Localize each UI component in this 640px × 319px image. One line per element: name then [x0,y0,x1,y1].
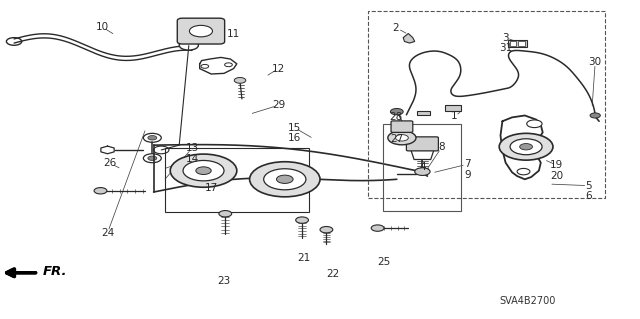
Circle shape [517,168,530,175]
Circle shape [179,41,198,50]
Text: 31: 31 [499,43,512,54]
Text: 22: 22 [326,269,339,279]
Circle shape [94,188,107,194]
Circle shape [250,162,320,197]
Text: 10: 10 [96,22,109,32]
Text: 25: 25 [378,256,390,267]
Text: 5: 5 [586,181,592,191]
Text: 24: 24 [101,228,114,238]
Text: 1: 1 [451,111,458,122]
FancyBboxPatch shape [391,121,413,132]
Circle shape [390,108,403,115]
Circle shape [170,154,237,187]
FancyBboxPatch shape [177,18,225,44]
Circle shape [499,133,553,160]
Text: 13: 13 [186,143,198,153]
Circle shape [143,154,161,163]
Bar [417,111,430,115]
Circle shape [415,168,430,175]
Circle shape [371,225,384,231]
Text: 20: 20 [550,171,563,181]
Text: 16: 16 [288,133,301,143]
Text: 8: 8 [438,142,445,152]
Bar [518,41,525,46]
Circle shape [590,113,600,118]
Circle shape [219,211,232,217]
Text: 23: 23 [218,276,230,286]
Circle shape [148,156,157,160]
Text: 7: 7 [464,159,470,169]
Circle shape [225,63,232,67]
Circle shape [189,26,212,37]
Circle shape [520,144,532,150]
Bar [510,41,516,46]
Circle shape [296,217,308,223]
Circle shape [276,175,293,183]
Text: 4: 4 [419,161,426,172]
Polygon shape [403,33,415,43]
Text: 29: 29 [272,100,285,110]
Circle shape [148,136,157,140]
Text: 11: 11 [227,29,240,39]
Text: 30: 30 [589,57,602,67]
Text: 14: 14 [186,154,198,164]
Text: 28: 28 [389,112,402,122]
Text: 9: 9 [464,170,470,180]
Text: 3: 3 [502,33,509,43]
Circle shape [264,169,306,190]
Bar [508,40,527,47]
Text: 15: 15 [288,122,301,133]
Circle shape [396,135,408,141]
Circle shape [234,78,246,83]
Text: 19: 19 [550,160,563,170]
Circle shape [320,226,333,233]
Circle shape [201,64,209,68]
Text: FR.: FR. [42,265,67,278]
Text: 27: 27 [390,134,403,144]
Circle shape [388,131,416,145]
Bar [165,148,309,212]
Text: 26: 26 [104,158,116,168]
Text: SVA4B2700: SVA4B2700 [500,296,556,307]
Circle shape [6,38,22,45]
Circle shape [143,133,161,142]
FancyBboxPatch shape [406,137,438,151]
Text: 12: 12 [272,63,285,74]
Circle shape [183,160,224,181]
Bar [383,124,461,211]
Text: 21: 21 [298,253,310,263]
Circle shape [527,120,542,128]
Circle shape [510,139,542,155]
Text: 17: 17 [205,183,218,193]
Circle shape [154,146,169,154]
Bar [445,105,461,111]
Bar [368,11,605,198]
Text: 2: 2 [392,23,399,33]
Text: 6: 6 [586,191,592,201]
Circle shape [196,167,211,174]
